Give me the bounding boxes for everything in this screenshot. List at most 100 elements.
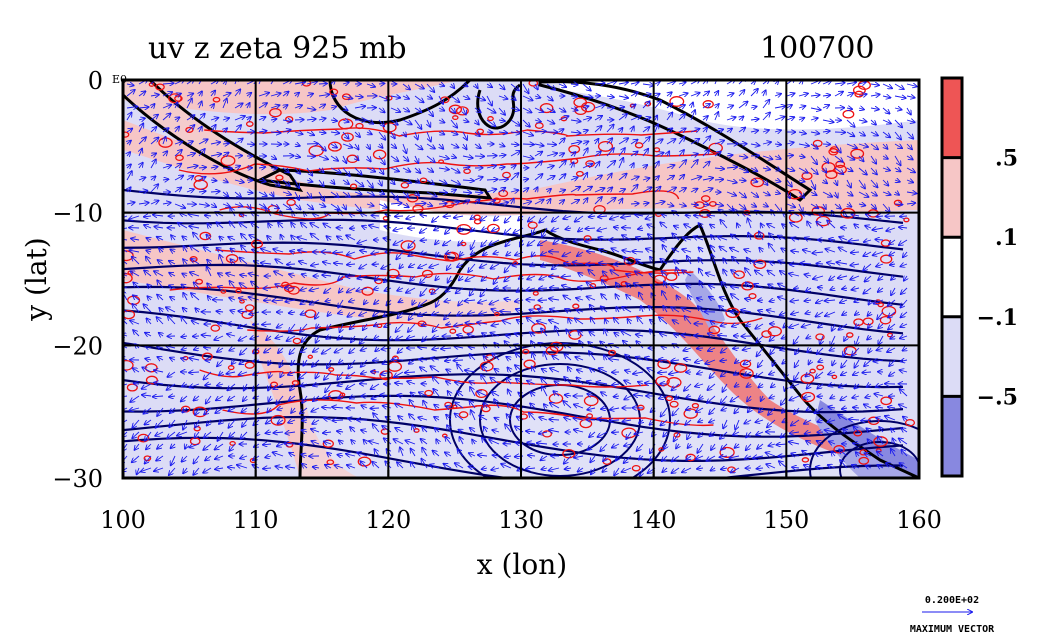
wind-vector [402, 108, 409, 112]
wind-vector [858, 94, 867, 96]
vorticity-contour [349, 183, 358, 190]
wind-vector [690, 93, 700, 96]
wind-vector [870, 132, 878, 136]
vorticity-contour [326, 459, 335, 466]
wind-vector [762, 112, 770, 121]
wind-vector [366, 84, 375, 87]
x-tick-label: 120 [365, 506, 411, 534]
wind-vector [612, 432, 620, 433]
wind-vector [451, 107, 455, 113]
wind-vector [870, 94, 880, 96]
wind-vector [390, 96, 400, 98]
wind-vector [450, 95, 459, 102]
wind-vector [370, 408, 380, 409]
wind-vector [678, 105, 685, 108]
wind-vector [846, 108, 852, 109]
wind-vector [284, 443, 296, 444]
wind-vector [846, 93, 853, 96]
vorticity-contour [580, 101, 596, 113]
wind-vector [198, 80, 204, 85]
wind-vector [295, 93, 299, 96]
wind-vector [222, 93, 231, 96]
vorticity-contour [400, 181, 410, 189]
vorticity-contour [801, 457, 810, 463]
wind-vector [900, 216, 908, 217]
y-axis-label: y (lat) [20, 237, 53, 321]
wind-vector [262, 324, 272, 325]
wind-vector [247, 93, 251, 96]
wind-vector [498, 96, 508, 99]
wind-vector [294, 105, 302, 108]
vorticity-contour [220, 289, 227, 294]
vorticity-contour [880, 396, 893, 406]
wind-vector [714, 129, 723, 132]
wind-vector [186, 94, 193, 97]
wind-vector [475, 84, 478, 88]
wind-vector [667, 92, 672, 96]
wind-vector [894, 96, 906, 98]
wind-vector [853, 407, 860, 408]
wind-vector [522, 132, 533, 136]
wind-vector [690, 110, 695, 121]
wind-vector [546, 95, 553, 101]
wind-vector [786, 117, 794, 120]
wind-vector [846, 131, 854, 136]
vorticity-contour [719, 446, 735, 458]
wind-vector [655, 82, 660, 84]
wind-vector [810, 108, 821, 110]
wind-vector [378, 131, 385, 140]
wind-vector [367, 132, 372, 134]
vorticity-contour [386, 268, 400, 279]
wind-vector [426, 107, 433, 116]
x-axis: 100 110 120 130 140 150 160 [100, 470, 942, 534]
wind-vector [703, 116, 708, 120]
wind-vector [378, 119, 384, 126]
wind-vector [798, 106, 805, 108]
wind-vector [199, 91, 202, 96]
wind-vector [150, 95, 159, 96]
wind-vector [211, 91, 215, 97]
colorbar-label: −.5 [977, 384, 1018, 410]
wind-vector [475, 120, 479, 125]
wind-vector [631, 127, 634, 133]
wind-vector [378, 95, 389, 100]
wind-vector [846, 119, 855, 127]
wind-vector [342, 120, 349, 122]
wind-vector [486, 132, 492, 133]
wind-vector [462, 120, 469, 122]
wind-vector [774, 117, 785, 120]
vorticity-contour [669, 96, 685, 107]
wind-vector [306, 132, 314, 135]
wind-vector [294, 82, 305, 84]
vorticity-contour [178, 153, 717, 175]
wind-vector [234, 103, 243, 109]
vorticity-contour [903, 217, 910, 223]
wind-vector [810, 95, 820, 96]
wind-vector [199, 101, 202, 109]
wind-vector [654, 101, 661, 109]
height-contour [839, 441, 919, 478]
wind-vector [715, 91, 718, 97]
wind-vector [715, 112, 718, 121]
wind-vector [534, 120, 541, 122]
wind-vector [798, 93, 808, 96]
wind-vector [162, 113, 171, 121]
wind-vector [690, 129, 700, 132]
wind-vector [282, 130, 291, 132]
wind-vector [894, 204, 902, 205]
vorticity-contour [825, 170, 838, 180]
wind-vector [306, 119, 316, 120]
wind-vector [606, 96, 614, 97]
wind-vector [630, 116, 641, 121]
wind-vector [391, 131, 395, 138]
wind-vector [378, 83, 384, 84]
wind-vector [330, 107, 336, 109]
wind-vector [618, 82, 628, 84]
wind-vector [198, 114, 205, 121]
wind-vector [247, 103, 250, 109]
wind-vector [546, 83, 555, 90]
wind-vector [510, 83, 519, 90]
vorticity-contour [487, 116, 494, 122]
wind-vector [438, 203, 447, 204]
wind-vector [630, 203, 639, 204]
